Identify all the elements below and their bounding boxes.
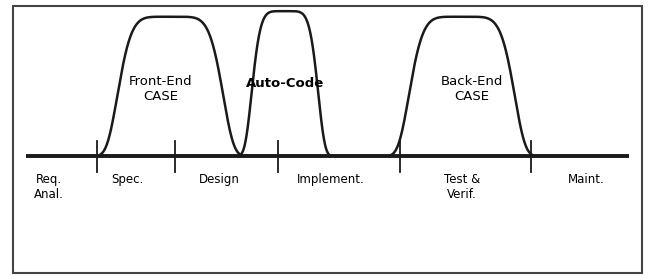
- Text: Back-End
CASE: Back-End CASE: [440, 75, 503, 103]
- Text: Spec.: Spec.: [111, 173, 144, 186]
- Text: Auto-Code: Auto-Code: [246, 77, 324, 90]
- Text: Implement.: Implement.: [297, 173, 365, 186]
- Text: Design: Design: [199, 173, 240, 186]
- Text: Req.
Anal.: Req. Anal.: [34, 173, 64, 201]
- Text: Front-End
CASE: Front-End CASE: [128, 75, 193, 103]
- Text: Test &
Verif.: Test & Verif.: [443, 173, 480, 201]
- Text: Maint.: Maint.: [568, 173, 605, 186]
